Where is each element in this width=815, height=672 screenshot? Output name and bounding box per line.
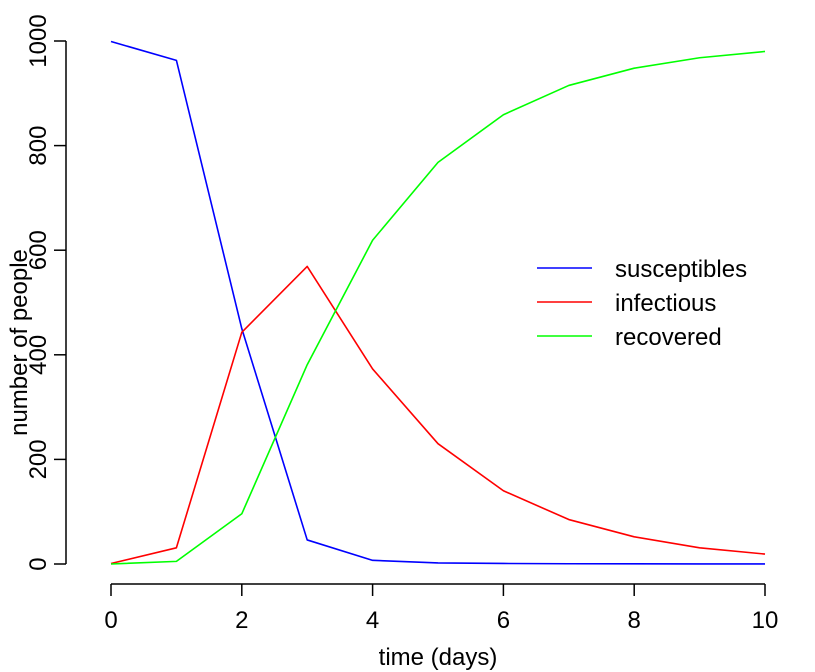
legend-label-recovered: recovered <box>615 324 722 351</box>
series-line-susceptibles <box>110 40 766 565</box>
x-tick-label: 2 <box>235 607 248 634</box>
y-tick-label: 1000 <box>25 14 52 67</box>
y-tick-label: 600 <box>25 230 52 270</box>
series-line-recovered <box>110 50 766 565</box>
legend-label-infectious: infectious <box>615 290 716 317</box>
y-tick-label: 800 <box>25 126 52 166</box>
y-tick-label: 400 <box>25 335 52 375</box>
x-tick-label: 6 <box>497 607 510 634</box>
y-axis-title: number of people <box>6 249 33 436</box>
x-axis-title: time (days) <box>379 644 498 671</box>
axes: 0 2 4 6 8 10 0 200 400 600 800 1000 <box>25 14 778 634</box>
x-tick-label: 4 <box>366 607 379 634</box>
series-line-infectious <box>110 265 766 565</box>
y-tick-label: 0 <box>25 557 52 570</box>
x-tick-label: 10 <box>752 607 779 634</box>
x-tick-label: 8 <box>628 607 641 634</box>
legend: susceptibles infectious recovered <box>537 256 747 351</box>
x-tick-label: 0 <box>104 607 117 634</box>
x-ticks: 0 2 4 6 8 10 <box>104 584 778 634</box>
y-ticks: 0 200 400 600 800 1000 <box>25 14 66 571</box>
legend-label-susceptibles: susceptibles <box>615 256 747 283</box>
series-lines <box>110 40 766 565</box>
y-tick-label: 200 <box>25 439 52 479</box>
